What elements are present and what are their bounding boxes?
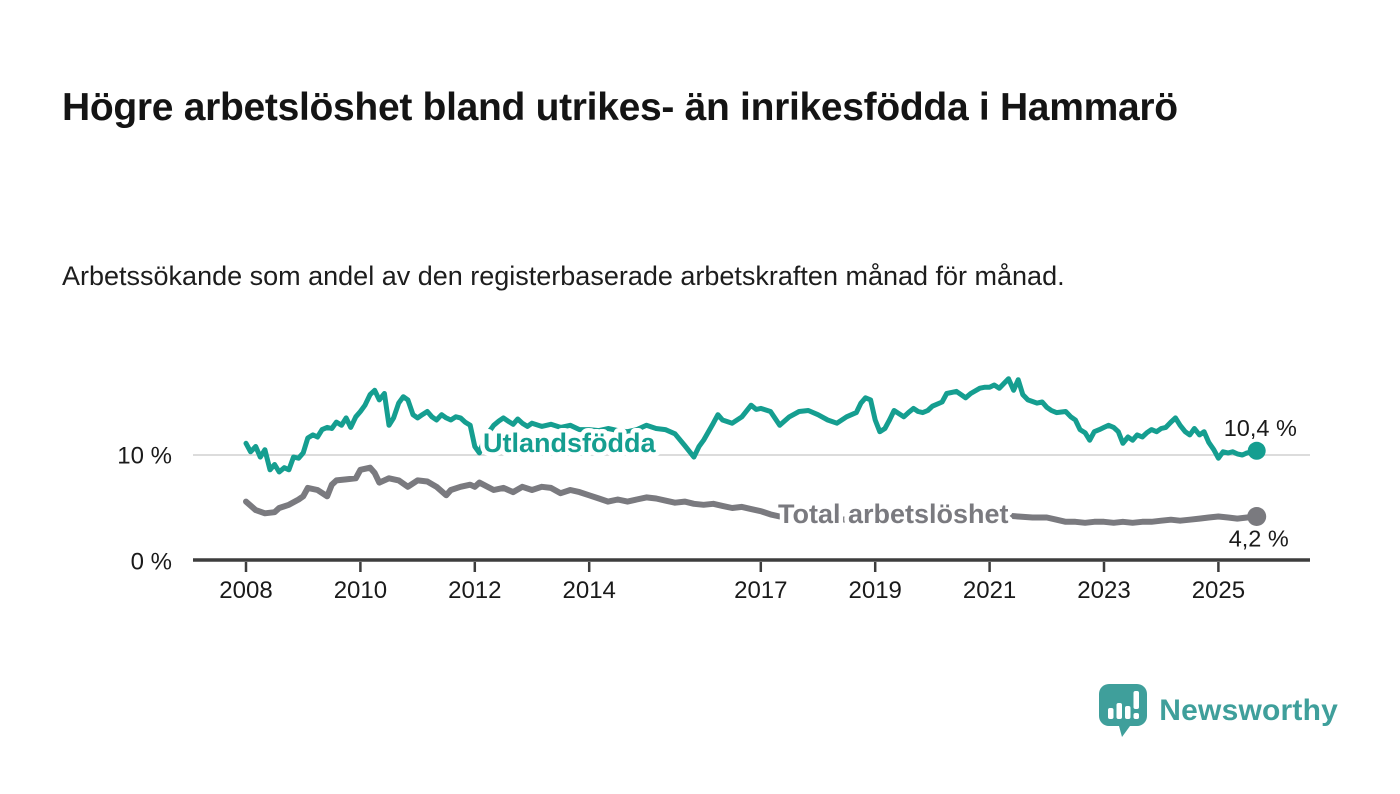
line-total-arbetsloshet bbox=[243, 464, 1260, 526]
end-value-label-utlandsfodda: 10,4 % bbox=[1224, 415, 1297, 441]
data-lines bbox=[243, 376, 1267, 526]
page-title: Högre arbetslöshet bland utrikes- än inr… bbox=[62, 86, 1178, 130]
newsworthy-logo-text: Newsworthy bbox=[1159, 694, 1338, 727]
x-tick-label: 2010 bbox=[334, 577, 387, 604]
series-label-total-arbetsloshet: Total arbetslöshet bbox=[778, 499, 1009, 529]
x-tick-label: 2008 bbox=[219, 577, 272, 604]
newsworthy-speech-bubble-bar-chart-icon bbox=[1099, 684, 1148, 737]
y-tick-label: 0 % bbox=[131, 549, 172, 576]
end-dot-total-arbetsloshet bbox=[1247, 507, 1267, 526]
x-tick-label: 2023 bbox=[1077, 577, 1130, 604]
x-tick-label: 2021 bbox=[963, 577, 1016, 604]
chart-subtitle: Arbetssökande som andel av den registerb… bbox=[62, 261, 1065, 291]
x-tick-label: 2025 bbox=[1192, 577, 1245, 604]
y-tick-label: 10 % bbox=[117, 443, 172, 470]
x-tick-label: 2012 bbox=[448, 577, 501, 604]
newsworthy-logo: Newsworthy bbox=[1099, 684, 1338, 738]
x-tick-label: 2014 bbox=[563, 577, 616, 604]
x-axis-ticks bbox=[244, 562, 1220, 572]
x-tick-label: 2017 bbox=[734, 577, 787, 604]
end-dot-utlandsfodda bbox=[1247, 441, 1266, 460]
end-value-label-total: 4,2 % bbox=[1229, 526, 1289, 552]
x-tick-label: 2019 bbox=[849, 577, 902, 604]
x-axis-tick-labels: 2008 2010 2012 2014 2017 2019 2021 2023 2025 bbox=[219, 577, 1245, 604]
line-utlandsfodda bbox=[243, 376, 1260, 475]
y-axis-tick-labels: 0 % 10 % bbox=[117, 443, 172, 576]
series-label-utlandsfodda: Utlandsfödda bbox=[483, 428, 656, 458]
